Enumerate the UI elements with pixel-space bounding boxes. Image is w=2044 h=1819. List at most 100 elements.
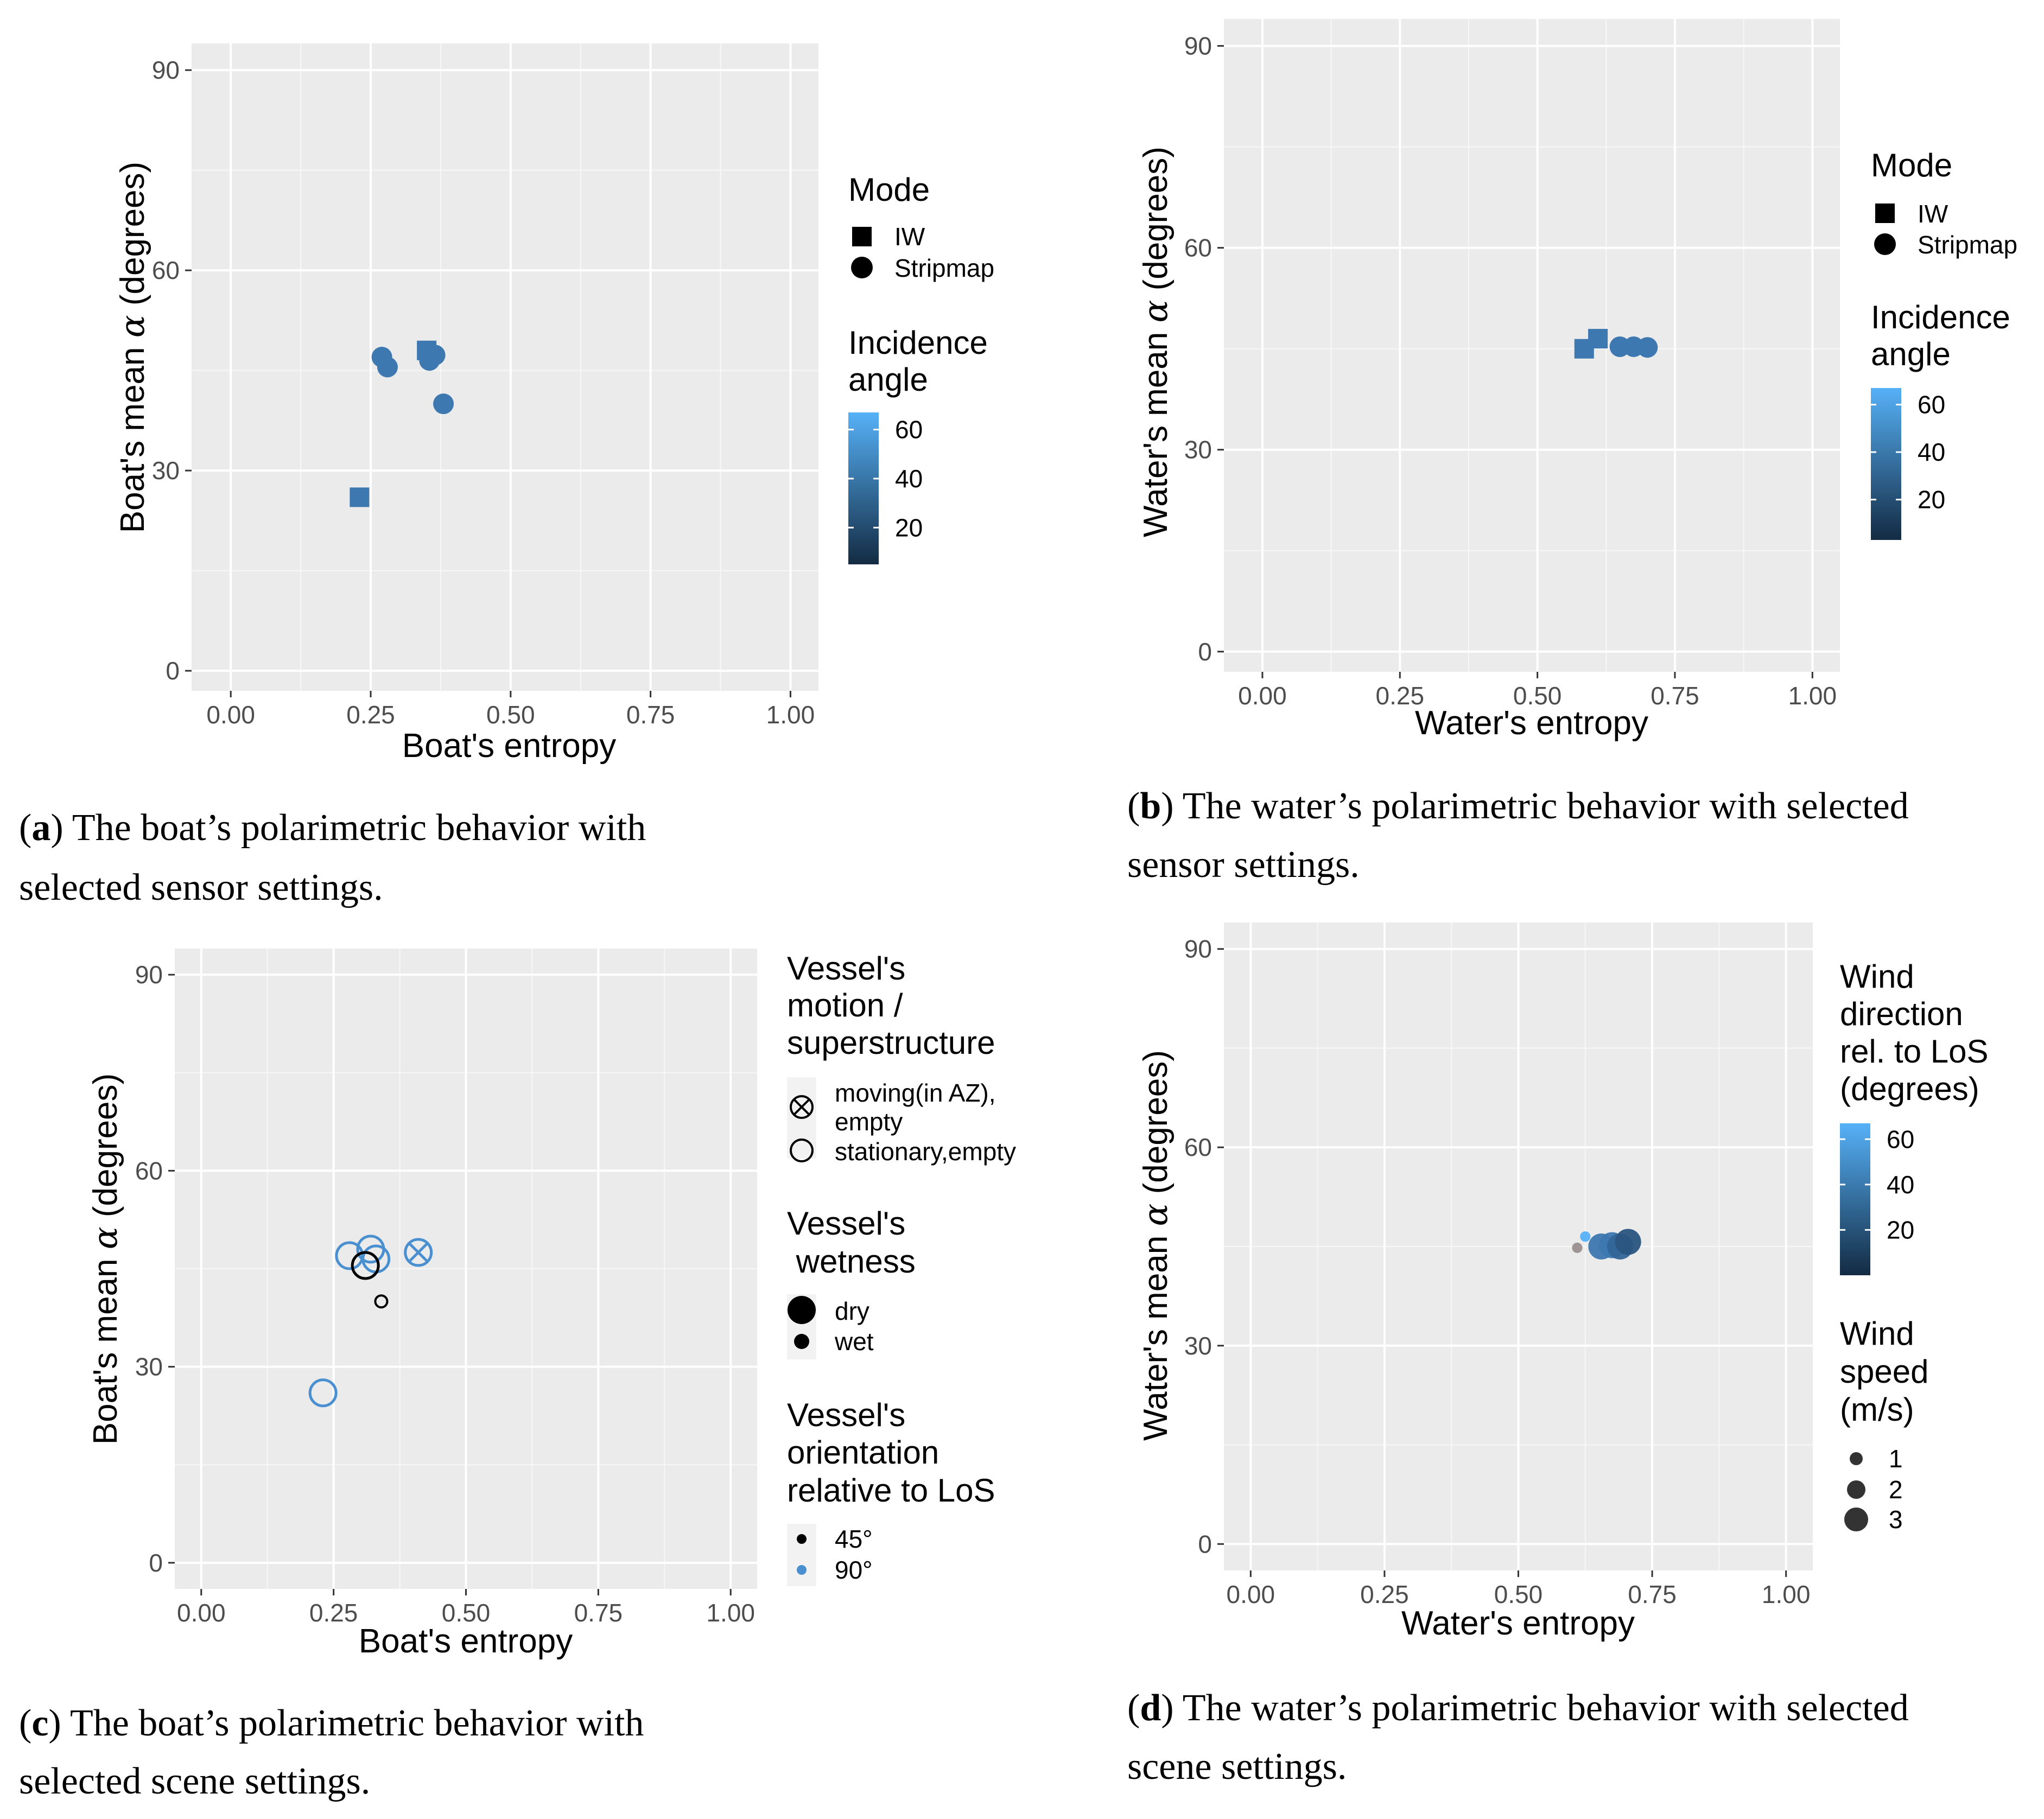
panel-c-legend-45-label: 45° [835, 1525, 873, 1553]
panel-c-legend-wetness-title-2: wetness [787, 1243, 916, 1280]
panel-c-xtick-label: 0.50 [442, 1599, 491, 1627]
panel-d-point-circle [1572, 1242, 1583, 1254]
panel-c-legend-dry-label: dry [835, 1297, 869, 1325]
panel-b-ytick-label: 60 [1184, 234, 1212, 262]
panel-c-legend-orientation-title-3: relative to LoS [787, 1472, 995, 1509]
panel-c-xtick-label: 1.00 [706, 1599, 755, 1627]
panel-a: 0.00 0.25 0.50 0.75 1.00 0 30 60 90 Boat's entro… [19, 43, 994, 908]
panel-c-legend-orientation-title-2: orientation [787, 1434, 939, 1471]
panel-c-legend-90-dot-icon [797, 1565, 807, 1575]
panel-a-colorbar-gradient [848, 412, 879, 564]
panel-d-xtick-label: 0.25 [1360, 1580, 1409, 1608]
panel-d-colorbar-tick-label: 20 [1887, 1216, 1914, 1244]
panel-b-point-square [1588, 329, 1608, 349]
panel-d-point-circle [1615, 1229, 1641, 1255]
panel-a-legend-iw-label: IW [894, 222, 925, 251]
panel-d-legend-speed-title-1: Wind [1840, 1315, 1914, 1352]
panel-c-xlabel: Boat's entropy [359, 1623, 573, 1660]
panel-d-ylabel: Water's mean α (degrees) [1135, 1050, 1175, 1441]
panel-b-xtick-label: 1.00 [1788, 682, 1837, 710]
panel-a-legend-mode-title: Mode [848, 171, 930, 208]
panel-b-xtick-label: 0.00 [1238, 682, 1287, 710]
panel-b-colorbar-tick-label: 40 [1918, 438, 1945, 466]
panel-d-colorbar-tick-label: 60 [1887, 1125, 1914, 1153]
panel-c-legend-circle-x-icon [790, 1095, 814, 1119]
panel-c-point-open-circle [351, 1251, 380, 1280]
panel-b-legend-mode-title: Mode [1871, 147, 1952, 183]
panel-b-panel-background [1224, 19, 1840, 672]
panel-c-plot-area: 0.00 0.25 0.50 0.75 1.00 0 30 60 90 [135, 949, 757, 1627]
panel-b-colorbar: 20 40 60 [1871, 388, 1945, 540]
panel-a-caption-line-1: (a) The boat’s polarimetric behavior wit… [19, 807, 646, 849]
panel-c-ytick-label: 30 [135, 1353, 163, 1381]
panel-a-legend-stripmap-label: Stripmap [894, 254, 994, 282]
panel-d-legend-speed-2-label: 2 [1889, 1475, 1903, 1504]
panel-a-ytick-label: 30 [152, 456, 180, 485]
panel-c-ytick-label: 0 [149, 1549, 163, 1577]
panel-c-legend: Vessel's motion / superstructure moving(… [787, 950, 1016, 1586]
panel-c-legend-moving-label-2: empty [835, 1108, 903, 1136]
panel-a-colorbar-tick-label: 20 [895, 513, 923, 542]
panel-c-legend-wetness-title-1: Vessel's [787, 1205, 905, 1242]
panel-d-xtick-label: 0.50 [1494, 1580, 1543, 1608]
panel-b-xtick-label: 0.25 [1376, 682, 1425, 710]
panel-a-legend: Mode IW Stripmap Incidence angle 20 40 60 [848, 171, 994, 564]
panel-c-legend-dry-dot-icon [788, 1296, 816, 1324]
panel-c-point-circle-x [404, 1238, 433, 1267]
panel-a-legend-circle-key [851, 257, 873, 278]
panel-a-xtick-label: 0.50 [486, 701, 535, 729]
panel-d-legend-speed-title-2: speed [1840, 1353, 1928, 1390]
panel-d-legend-speed-title-3: (m/s) [1840, 1391, 1914, 1428]
panel-d-legend-speed-2-icon [1847, 1480, 1865, 1499]
panel-a-xtick-label: 0.75 [626, 701, 675, 729]
panel-d-legend-wind-title-1: Wind [1840, 958, 1914, 995]
panel-d-plot-area: 0.00 0.25 0.50 0.75 1.00 0 30 60 90 [1184, 923, 1813, 1608]
panel-c-legend-90-label: 90° [835, 1556, 873, 1584]
panel-b-ytick-label: 30 [1184, 436, 1212, 464]
panel-c-point-open-circle [308, 1378, 338, 1408]
panel-c-xtick-label: 0.00 [177, 1599, 226, 1627]
panel-a-ytick-label: 60 [152, 256, 180, 284]
panel-a-plot-area: 0.00 0.25 0.50 0.75 1.00 0 30 60 90 [152, 43, 818, 729]
panel-d-ytick-label: 90 [1184, 935, 1212, 963]
panel-d-xtick-label: 1.00 [1762, 1580, 1811, 1608]
panel-a-xtick-label: 1.00 [766, 701, 815, 729]
panel-c-legend-stationary-label: stationary,empty [835, 1137, 1016, 1166]
panel-b-xlabel: Water's entropy [1415, 704, 1648, 742]
panel-d-xtick-label: 0.00 [1227, 1580, 1275, 1608]
panel-d-legend-speed-3-icon [1844, 1508, 1868, 1531]
panel-a-colorbar-tick-label: 60 [895, 416, 923, 444]
panel-b-ytick-label: 0 [1198, 638, 1212, 666]
panel-a-colorbar-tick-label: 40 [895, 465, 923, 493]
panel-a-point-circle [377, 357, 398, 378]
panel-a-xtick-label: 0.25 [346, 701, 395, 729]
panel-a-legend-square-key [852, 227, 872, 246]
panel-d-legend-speed-3-label: 3 [1889, 1505, 1903, 1534]
panel-a-colorbar: 20 40 60 [848, 412, 923, 564]
panel-c-caption-line-1: (c) The boat’s polarimetric behavior wit… [19, 1702, 644, 1744]
panel-c-legend-45-dot-icon [797, 1534, 807, 1544]
panel-d-ytick-label: 30 [1184, 1332, 1212, 1360]
panel-b-legend-colorbar-title-2: angle [1871, 336, 1951, 372]
panel-c-ylabel: Boat's mean α (degrees) [85, 1073, 125, 1445]
panel-b-colorbar-tick-label: 20 [1918, 486, 1945, 514]
panel-b: 0.00 0.25 0.50 0.75 1.00 0 30 60 90 Water's entr… [1127, 19, 2017, 886]
panel-d: 0.00 0.25 0.50 0.75 1.00 0 30 60 90 Water's entr… [1127, 923, 1989, 1788]
panel-d-legend-wind-title-4: (degrees) [1840, 1071, 1979, 1107]
panel-c-legend-motion-title-3: superstructure [787, 1025, 995, 1061]
panel-c-legend-open-circle-icon [790, 1139, 814, 1162]
panel-b-xtick-label: 0.75 [1651, 682, 1699, 710]
panel-a-xtick-label: 0.00 [206, 701, 255, 729]
panel-d-colorbar-tick-label: 40 [1887, 1171, 1914, 1199]
panel-c: 0.00 0.25 0.50 0.75 1.00 0 30 60 90 Boat's entro… [19, 949, 1016, 1802]
panel-d-colorbar-gradient [1840, 1123, 1870, 1275]
panel-a-point-circle [424, 345, 446, 366]
panel-b-legend: Mode IW Stripmap Incidence angle 20 40 60 [1871, 147, 2017, 540]
panel-d-legend-speed-1-label: 1 [1889, 1445, 1903, 1473]
panel-c-xtick-label: 0.25 [309, 1599, 358, 1627]
panel-b-caption-line-1: (b) The water’s polarimetric behavior wi… [1127, 785, 1909, 827]
panel-c-legend-orientation-key-bg [787, 1524, 816, 1586]
panel-a-ytick-label: 0 [166, 657, 180, 685]
panel-c-legend-motion-title-1: Vessel's [787, 950, 905, 987]
